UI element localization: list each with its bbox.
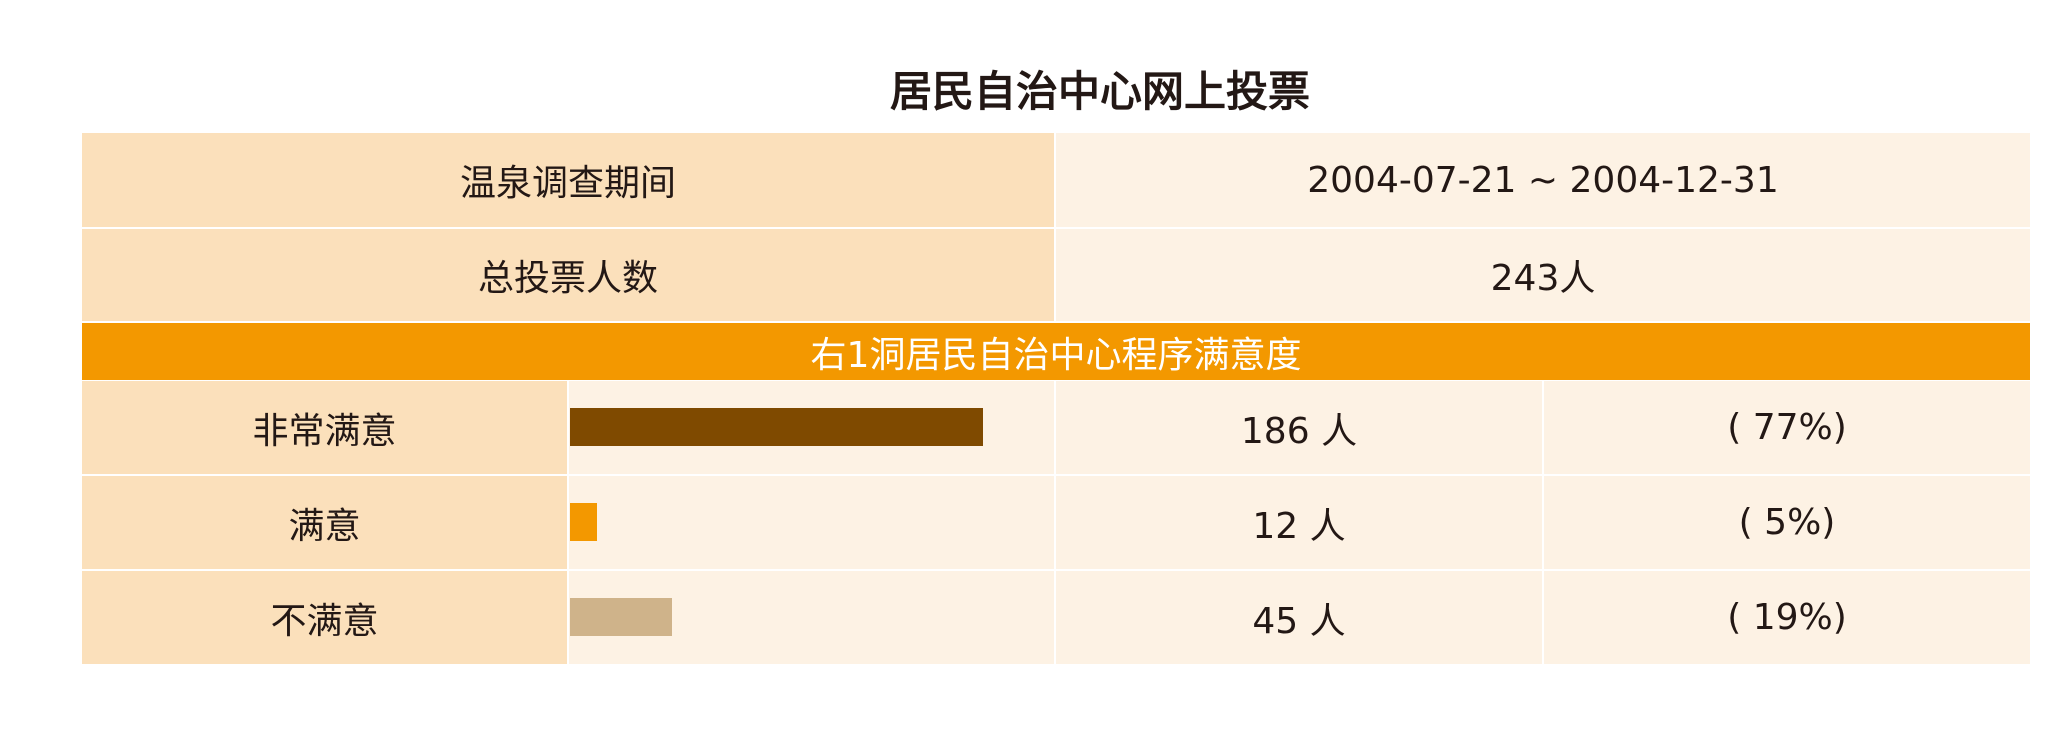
bar-track-1 — [567, 476, 1054, 569]
section-title: 右1洞居民自治中心程序满意度 — [82, 323, 2030, 380]
chart-row-0: 非常满意 186 人 ( 77%) — [82, 381, 2030, 474]
bar-1 — [570, 503, 597, 541]
percent-label-1: ( 5%) — [1542, 476, 2030, 569]
total-votes-value: 243人 — [1054, 229, 2030, 321]
total-votes-label: 总投票人数 — [82, 229, 1054, 321]
count-label-1: 12 人 — [1054, 476, 1542, 569]
chart-row-2: 不满意 45 人 ( 19%) — [82, 571, 2030, 664]
total-votes-row: 总投票人数 243人 — [82, 229, 2030, 321]
bar-0 — [570, 408, 983, 446]
bar-track-0 — [567, 381, 1054, 474]
bar-track-2 — [567, 571, 1054, 664]
category-label-2: 不满意 — [82, 571, 567, 664]
section-banner: 右1洞居民自治中心程序满意度 — [82, 323, 2030, 380]
category-label-1: 满意 — [82, 476, 567, 569]
survey-period-row: 温泉调查期间 2004-07-21 ~ 2004-12-31 — [82, 133, 2030, 227]
percent-label-2: ( 19%) — [1542, 571, 2030, 664]
survey-period-value: 2004-07-21 ~ 2004-12-31 — [1054, 133, 2030, 227]
chart-row-1: 满意 12 人 ( 5%) — [82, 476, 2030, 569]
bar-2 — [570, 598, 672, 636]
survey-period-label: 温泉调查期间 — [82, 133, 1054, 227]
percent-label-0: ( 77%) — [1542, 381, 2030, 474]
page-title: 居民自治中心网上投票 — [0, 58, 2057, 119]
count-label-0: 186 人 — [1054, 381, 1542, 474]
category-label-0: 非常满意 — [82, 381, 567, 474]
count-label-2: 45 人 — [1054, 571, 1542, 664]
